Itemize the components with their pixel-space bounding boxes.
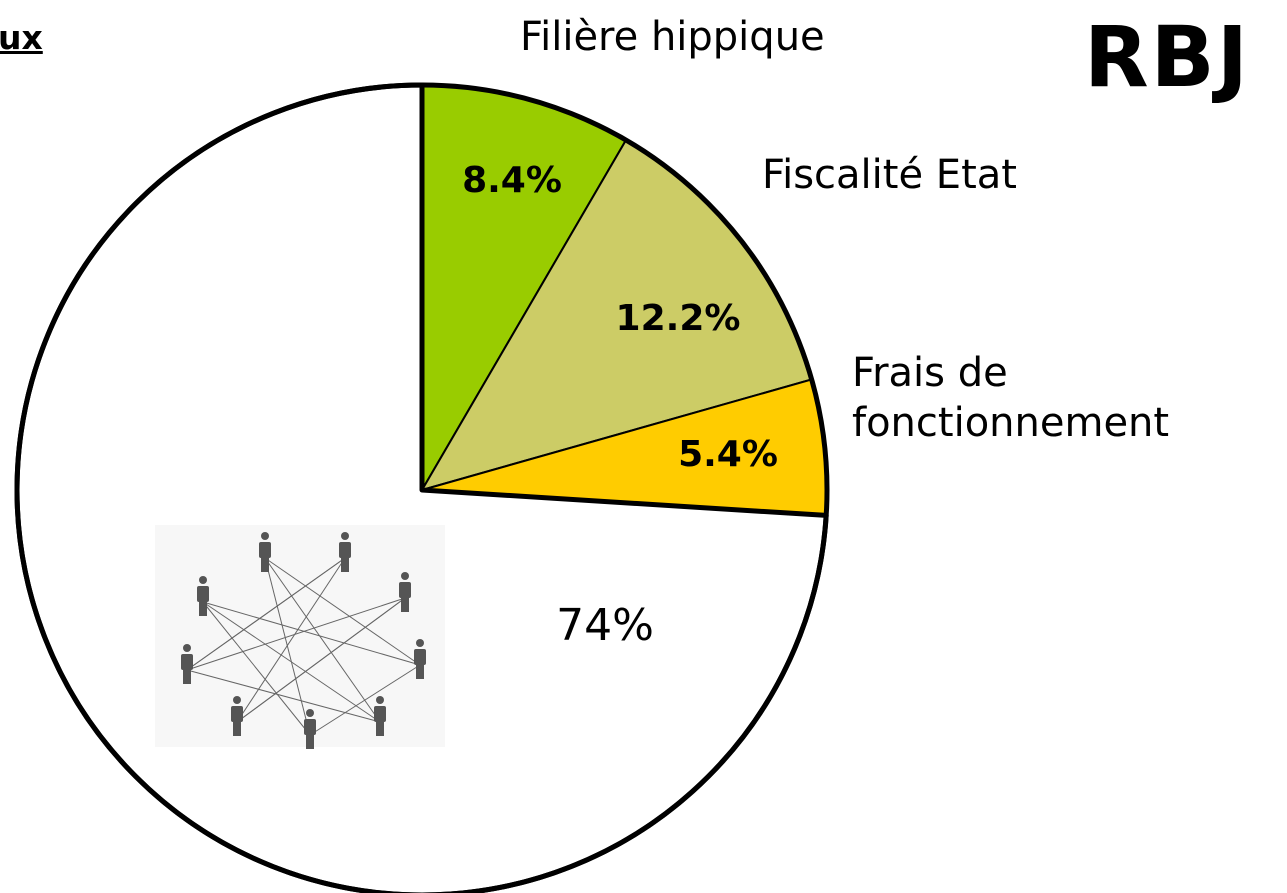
person-legs [416,665,424,679]
person-body [197,586,209,602]
value-label: 74% [556,600,654,651]
person-legs [401,598,409,612]
person-legs [376,722,384,736]
value-label: 12.2% [616,298,741,339]
network-link [186,669,381,723]
corner-title: ux [0,18,43,57]
person-legs [199,602,207,616]
network-link [236,557,346,723]
logo: RBJ [1084,8,1250,106]
person-head [416,639,424,647]
category-label: Filière hippique [520,14,825,60]
person-body [231,706,243,722]
value-label: 5.4% [678,434,778,475]
person-head [401,572,409,580]
person-body [374,706,386,722]
network-link [202,601,381,723]
network-link [186,597,406,671]
person-head [183,644,191,652]
category-label: Fiscalité Etat [762,152,1017,198]
person-body [259,542,271,558]
person-legs [261,558,269,572]
person-head [376,696,384,704]
person-head [261,532,269,540]
person-body [414,649,426,665]
person-head [233,696,241,704]
person-legs [341,558,349,572]
network-link [264,557,421,666]
person-body [181,654,193,670]
person-body [399,582,411,598]
network-link [236,597,406,723]
value-label: 8.4% [462,160,562,201]
network-link [202,601,311,736]
network-link [202,601,421,666]
network-link [186,557,346,671]
person-head [306,709,314,717]
network-link [264,557,381,723]
person-body [304,719,316,735]
person-legs [183,670,191,684]
person-legs [233,722,241,736]
illustration-bg [155,525,445,747]
person-body [339,542,351,558]
category-label: Frais de fonctionnement [852,350,1170,446]
network-link [264,557,311,736]
person-head [199,576,207,584]
person-head [341,532,349,540]
network-illustration [155,525,445,749]
person-legs [306,735,314,749]
